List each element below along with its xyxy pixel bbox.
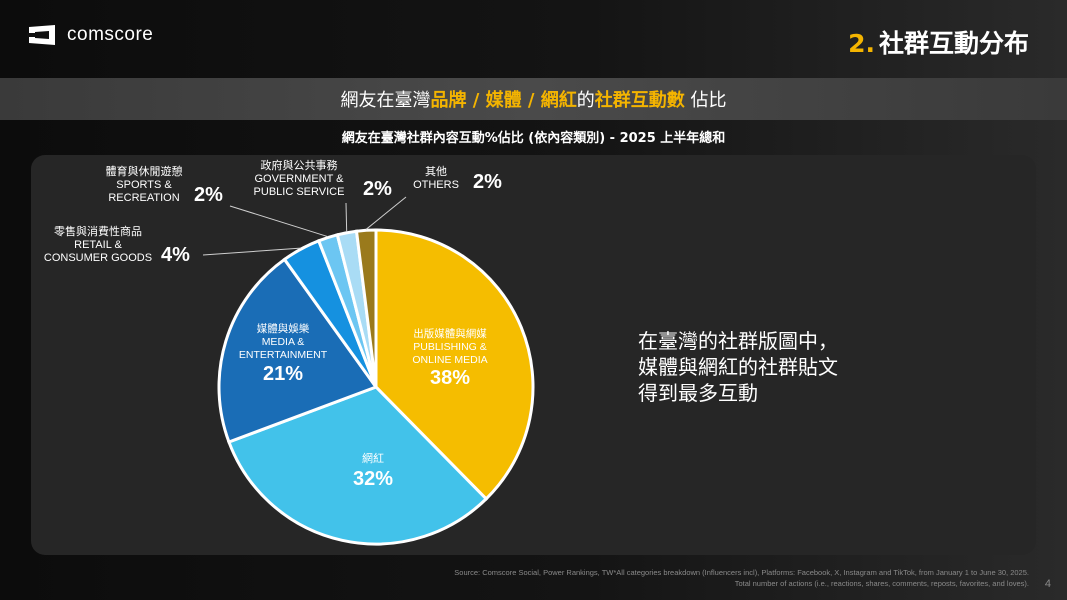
label-media-en1: MEDIA & <box>261 336 305 348</box>
headline-banner: 網友在臺灣 品牌 / 媒體 / 網紅的社群互動數 佔比 <box>0 78 1067 120</box>
callout-government-en2: PUBLIC SERVICE <box>253 186 345 198</box>
logo-text: comscore <box>67 24 154 45</box>
leader-line-others <box>365 196 407 230</box>
pie-slice-influencer <box>227 385 489 546</box>
comscore-logo: comscore <box>27 24 153 46</box>
callout-others: 其他 OTHERS <box>410 166 462 192</box>
leader-line-retail <box>202 247 301 256</box>
label-publishing-en2: ONLINE MEDIA <box>412 354 488 366</box>
page-number: 4 <box>1044 578 1051 590</box>
callout-government: 政府與公共事務 GOVERNMENT & PUBLIC SERVICE <box>246 160 352 199</box>
takeaway-text: 在臺灣的社群版圖中， 媒體與網紅的社群貼文 得到最多互動 <box>638 328 838 406</box>
label-media-en2: ENTERTAINMENT <box>238 349 328 361</box>
comscore-logo-icon <box>27 25 55 45</box>
callout-sports: 體育與休閒遊憩 SPORTS & RECREATION <box>96 166 192 205</box>
label-publishing-zh: 出版媒體與網媒 <box>413 328 487 340</box>
takeaway-line-3: 得到最多互動 <box>638 381 758 405</box>
source-line-2: Total number of actions (i.e., reactions… <box>734 579 1029 588</box>
callout-retail-en2: CONSUMER GOODS <box>43 252 153 264</box>
label-media: 媒體與娛樂 MEDIA & ENTERTAINMENT 21% <box>230 323 336 386</box>
callout-sports-en1: SPORTS & <box>116 179 172 191</box>
source-line-1: Source: Comscore Social, Power Rankings,… <box>454 568 1029 577</box>
banner-suffix: 佔比 <box>684 90 727 111</box>
chart-title: 網友在臺灣社群內容互動%佔比 (依內容類別) - 2025 上半年總和 <box>341 131 726 146</box>
callout-retail-pct: 4% <box>161 244 190 266</box>
callout-others-en1: OTHERS <box>413 179 459 191</box>
callout-government-en1: GOVERNMENT & <box>254 173 344 185</box>
callout-retail-zh: 零售與消費性商品 <box>54 226 142 238</box>
callout-others-zh: 其他 <box>425 166 447 178</box>
label-influencer: 網紅 32% <box>333 453 413 492</box>
section-number: 2. <box>848 29 875 58</box>
callout-retail: 零售與消費性商品 RETAIL & CONSUMER GOODS <box>38 226 158 265</box>
callout-sports-pct: 2% <box>194 184 223 206</box>
chart-panel <box>31 155 1036 555</box>
label-publishing-pct: 38% <box>429 367 471 389</box>
label-media-pct: 21% <box>262 363 304 385</box>
label-publishing-en1: PUBLISHING & <box>413 341 487 353</box>
banner-highlight-engagement: 社群互動數 <box>594 90 685 111</box>
label-influencer-zh: 網紅 <box>362 453 384 465</box>
banner-middle: 的 <box>576 90 595 111</box>
banner-prefix: 網友在臺灣 <box>340 90 431 111</box>
pie-slice-media <box>217 257 379 444</box>
callout-others-pct: 2% <box>473 171 502 193</box>
pie-slice-others <box>354 228 378 388</box>
pie-slice-publishing <box>374 228 535 501</box>
leader-line-sports <box>229 205 328 238</box>
callout-sports-zh: 體育與休閒遊憩 <box>105 166 183 178</box>
source-note: Source: Comscore Social, Power Rankings,… <box>454 567 1029 589</box>
label-influencer-pct: 32% <box>352 468 394 490</box>
banner-highlight-brands: 品牌 / 媒體 / 網紅 <box>430 90 577 111</box>
label-publishing: 出版媒體與網媒 PUBLISHING & ONLINE MEDIA 38% <box>396 328 504 389</box>
callout-government-pct: 2% <box>363 178 392 200</box>
section-title: 2. 社群互動分布 <box>848 24 1029 60</box>
section-title-text: 社群互動分布 <box>878 29 1029 58</box>
takeaway-line-2: 媒體與網紅的社群貼文 <box>638 355 838 379</box>
label-media-zh: 媒體與娛樂 <box>256 323 310 335</box>
callout-retail-en1: RETAIL & <box>74 239 122 251</box>
callout-government-zh: 政府與公共事務 <box>260 160 338 172</box>
takeaway-line-1: 在臺灣的社群版圖中， <box>638 329 838 353</box>
callout-sports-en2: RECREATION <box>108 192 180 204</box>
leader-line-government <box>345 202 348 232</box>
